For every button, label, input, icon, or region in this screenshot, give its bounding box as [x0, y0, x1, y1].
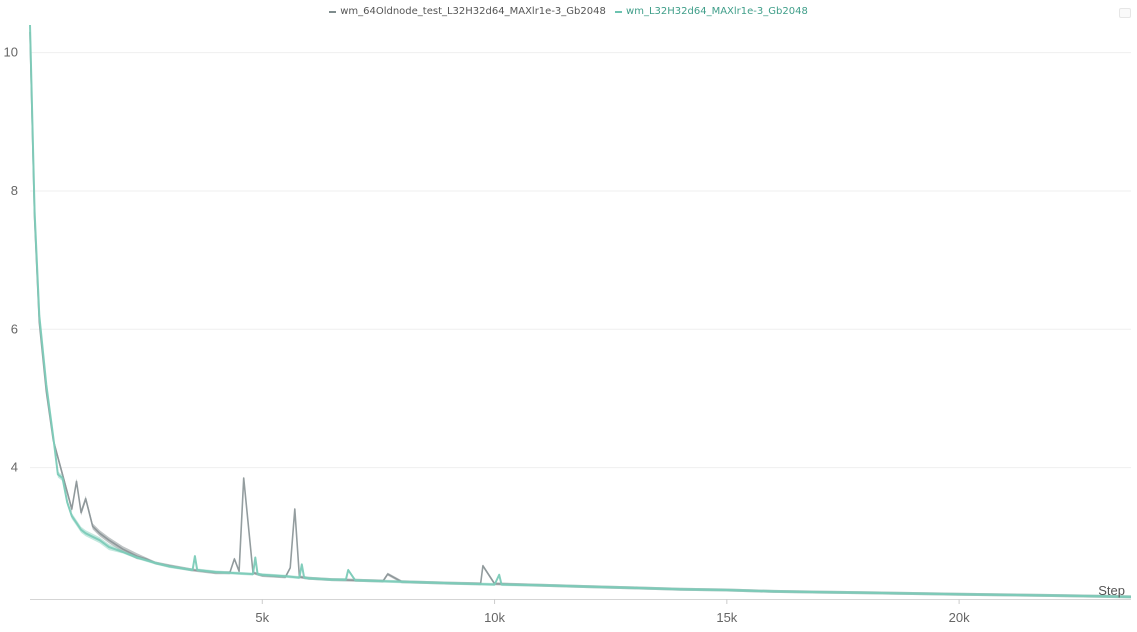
legend-swatch-main [615, 10, 623, 13]
x-tick-label: 10k [484, 610, 505, 625]
panel-menu-icon[interactable] [1119, 8, 1131, 18]
series-band-1 [30, 25, 1131, 599]
axes-group: 4 6 8 10 5k 10k 15k 20k [4, 45, 1131, 625]
y-tick-label: 4 [11, 460, 18, 475]
legend-item-main[interactable]: wm_L32H32d64_MAXlr1e-3_Gb2048 [615, 6, 808, 18]
legend-label-main: wm_L32H32d64_MAXlr1e-3_Gb2048 [626, 6, 808, 17]
y-tick-label: 8 [11, 183, 18, 198]
series-line-1[interactable] [29, 24, 1132, 598]
x-tick-label: 5k [255, 610, 269, 625]
x-axis-label: Step [1098, 583, 1125, 598]
y-tick-label: 10 [4, 45, 18, 60]
series-band-0 [30, 31, 1131, 599]
grid-lines [30, 52, 1131, 469]
legend-item-oldnode[interactable]: wm_64Oldnode_test_L32H32d64_MAXlr1e-3_Gb… [329, 6, 606, 18]
chart-legend: wm_64Oldnode_test_L32H32d64_MAXlr1e-3_Gb… [0, 6, 1137, 18]
series-group [29, 24, 1132, 599]
x-tick-label: 15k [716, 610, 737, 625]
y-tick-label: 6 [11, 321, 18, 336]
x-tick-label: 20k [949, 610, 970, 625]
legend-swatch-oldnode [329, 10, 337, 13]
series-line-0[interactable] [29, 31, 1132, 598]
legend-label-oldnode: wm_64Oldnode_test_L32H32d64_MAXlr1e-3_Gb… [340, 6, 606, 17]
